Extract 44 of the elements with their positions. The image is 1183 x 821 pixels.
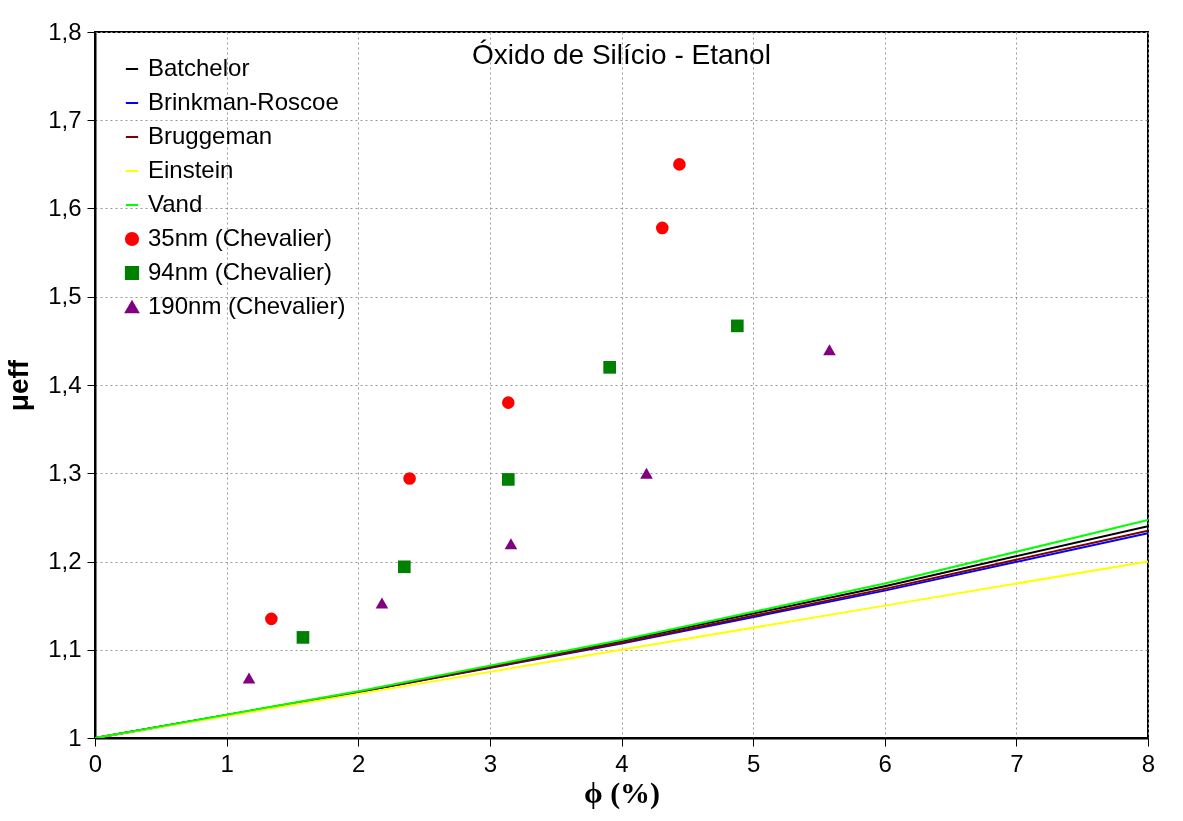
point [731,319,744,333]
point [673,158,686,171]
legend-label: Batchelor [148,54,250,81]
y-tick-label: 1,5 [48,282,82,310]
y-tick-label: 1,8 [48,17,82,45]
point [504,538,518,550]
point [375,597,389,609]
legend-label: Bruggeman [148,122,273,149]
x-tick-label: 1 [220,749,234,777]
point [501,473,515,486]
y-tick-label: 1 [68,723,82,751]
y-tick-label: 1,4 [48,370,82,398]
point [296,631,310,644]
x-axis-title: ϕ (%) [583,775,661,810]
y-tick-label: 1,3 [48,458,82,486]
point [655,221,669,235]
x-tick-label: 4 [615,749,629,777]
legend-label: 190nm (Chevalier) [148,292,346,319]
x-tick-label: 8 [1141,749,1156,777]
point [823,344,836,356]
legend-label: 94nm (Chevalier) [148,258,333,285]
x-tick-label: 5 [746,749,761,777]
y-tick-label: 1,1 [48,635,82,663]
point [640,467,653,479]
legend-label: Einstein [148,156,234,183]
legend-label: Vand [148,190,203,217]
chart-title: Óxido de Silício - Etanol [472,39,771,70]
point [242,672,256,684]
x-tick-label: 3 [483,749,498,777]
y-tick-label: 1,2 [48,547,82,574]
y-axis-title: μeff [3,359,35,412]
y-tick-label: 1,6 [48,194,82,221]
x-tick-label: 6 [878,749,892,777]
x-tick-label: 2 [352,749,366,777]
point [403,472,416,485]
x-tick-label: 7 [1010,749,1024,777]
point [265,612,278,626]
point [397,560,411,574]
x-tick-label: 0 [88,749,103,777]
point [501,396,515,409]
legend-label: Brinkman-Roscoe [148,88,339,115]
legend-label: 35nm (Chevalier) [148,224,333,251]
point [603,361,616,374]
y-tick-label: 1,7 [48,105,82,133]
